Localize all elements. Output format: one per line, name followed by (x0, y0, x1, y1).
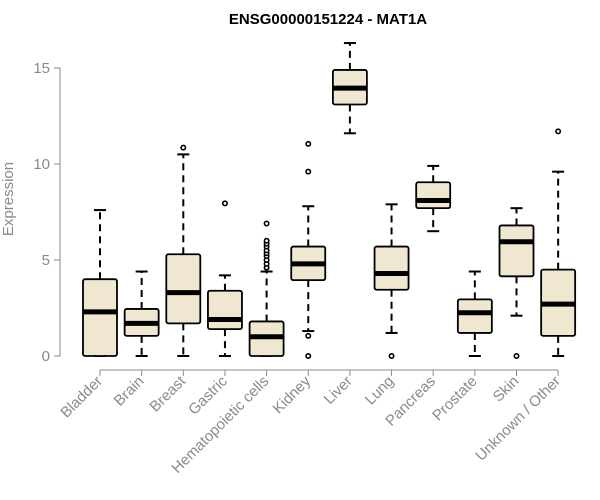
x-tick-label-1: Brain (111, 373, 148, 410)
x-tick-label-6: Liver (321, 373, 356, 408)
x-tick-label-5: Kidney (270, 372, 315, 417)
x-tick-label-2: Breast (146, 372, 189, 415)
box-5 (290, 140, 327, 359)
box-rect-10 (498, 224, 535, 278)
box-7 (373, 203, 410, 359)
y-tick-label-2: 10 (33, 156, 50, 173)
box-3 (207, 200, 243, 357)
box-2 (165, 144, 202, 357)
x-tick-label-9: Prostate (429, 373, 481, 425)
box-11 (540, 128, 577, 357)
box-10 (498, 207, 535, 359)
outlier-4-9 (263, 220, 270, 227)
x-tick-label-0: Bladder (57, 373, 106, 422)
y-axis-label: Expression (0, 162, 17, 236)
box-rect-7 (373, 245, 410, 291)
outlier-5-1 (305, 332, 312, 339)
outlier-5-0 (305, 352, 312, 359)
outlier-2-0 (180, 144, 187, 151)
box-6 (331, 42, 368, 135)
outlier-5-3 (305, 140, 312, 147)
box-0 (82, 209, 118, 357)
x-tick-label-10: Skin (490, 373, 523, 406)
box-9 (456, 270, 493, 357)
y-tick-label-1: 5 (42, 252, 50, 269)
outlier-3-0 (221, 200, 228, 207)
outlier-11-0 (555, 128, 562, 135)
outlier-7-0 (388, 352, 395, 359)
outlier-5-2 (305, 168, 312, 175)
x-tick-label-7: Lung (362, 373, 398, 409)
box-rect-0 (82, 278, 118, 357)
box-4 (248, 220, 285, 357)
y-axis: 0 5 10 15 (33, 60, 61, 365)
box-rect-9 (456, 298, 493, 334)
box-8 (415, 164, 452, 233)
chart-title: ENSG00000151224 - MAT1A (229, 11, 427, 28)
box-rect-3 (207, 289, 243, 331)
y-tick-label-3: 15 (33, 60, 50, 77)
box-rect-2 (165, 253, 202, 325)
box-rect-8 (415, 181, 452, 210)
outlier-10-0 (513, 352, 520, 359)
y-tick-label-0: 0 (42, 348, 50, 365)
outlier-4-8 (263, 237, 270, 244)
boxes-layer (82, 42, 577, 359)
box-1 (123, 270, 160, 357)
